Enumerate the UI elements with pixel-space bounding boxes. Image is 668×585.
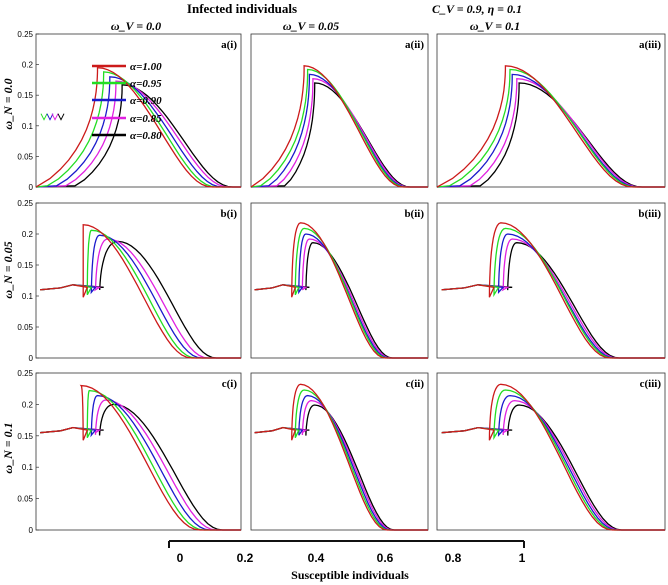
series-line-alpha-4 — [35, 84, 241, 188]
series-line-alpha-0 — [436, 65, 665, 188]
legend-label-4: α=0.80 — [130, 130, 162, 142]
series-line-alpha-0 — [254, 383, 428, 531]
series-line-alpha-0 — [254, 222, 428, 359]
panel-frame — [436, 372, 666, 531]
y-tick-label: 0.1 — [22, 463, 34, 472]
series-line-alpha-0 — [250, 65, 428, 188]
figure-title: Infected individuals — [187, 1, 297, 16]
panel-label: c(iii) — [640, 378, 662, 390]
panel-ci: 0 0.05 0.1 0.15 0.2 0.25 c(i) — [17, 369, 242, 535]
y-tick-label: 0.05 — [17, 495, 33, 504]
y-tick-label: 0.15 — [17, 91, 33, 100]
panel-label: c(ii) — [406, 378, 425, 390]
panel-label: a(ii) — [405, 39, 424, 51]
shared-x-axis: 0 0.2 0.4 0.6 0.8 1 Susceptible individu… — [168, 540, 526, 582]
series-line-alpha-1 — [40, 229, 241, 359]
y-tick-label: 0.2 — [22, 230, 34, 239]
series-line-alpha-0 — [40, 223, 241, 359]
y-tick-label: 0 — [29, 183, 34, 192]
legend-label-0: α=1.00 — [130, 61, 162, 73]
y-tick-label: 0.2 — [22, 61, 34, 70]
series-line-alpha-1 — [35, 71, 241, 188]
panel-frame — [35, 33, 242, 188]
y-tick-label: 0 — [29, 354, 34, 363]
y-tick-label: 0.25 — [17, 199, 33, 208]
series-line-alpha-4 — [40, 403, 241, 531]
series-line-alpha-2 — [250, 73, 428, 188]
panel-aii: a(ii) — [250, 33, 429, 188]
column-title-0: ω_V = 0.0 — [111, 19, 161, 33]
panel-biii: b(iii) — [436, 202, 666, 359]
series-line-alpha-4 — [40, 240, 241, 359]
series-line-alpha-0 — [40, 384, 241, 531]
trend-arrow — [51, 113, 59, 121]
series-line-alpha-2 — [40, 234, 241, 359]
x-tick-5: 1 — [519, 551, 526, 565]
panel-cii: c(ii) — [250, 372, 429, 531]
panel-label: a(iii) — [639, 39, 661, 51]
legend-label-2: α=0.90 — [130, 95, 162, 107]
y-tick-label: 0.1 — [22, 122, 34, 131]
panel-frame — [250, 372, 429, 531]
panel-frame — [436, 202, 666, 359]
panel-ciii: c(iii) — [436, 372, 666, 531]
y-tick-label: 0.15 — [17, 261, 33, 270]
y-tick-label: 0 — [29, 526, 34, 535]
panel-frame — [250, 202, 429, 359]
panel-label: b(ii) — [404, 208, 424, 220]
series-line-alpha-2 — [441, 233, 665, 359]
x-axis-label: Susceptible individuals — [291, 568, 409, 582]
y-tick-label: 0.25 — [17, 30, 33, 39]
trend-arrow — [57, 113, 65, 121]
x-tick-4: 0.8 — [445, 551, 462, 565]
y-tick-label: 0.25 — [17, 369, 33, 378]
series-line-alpha-3 — [40, 399, 241, 531]
panel-label: b(i) — [221, 208, 238, 220]
panel-label: b(iii) — [638, 208, 661, 220]
series-line-alpha-3 — [35, 80, 241, 188]
series-line-alpha-2 — [40, 394, 241, 531]
panel-bi: 0 0.05 0.1 0.15 0.2 0.25 b(i) — [17, 199, 242, 363]
y-tick-label: 0.1 — [22, 292, 34, 301]
parameters-label: C_V = 0.9, η = 0.1 — [432, 2, 522, 16]
panel-label: a(i) — [221, 39, 237, 51]
series-line-alpha-4 — [436, 82, 665, 188]
panel-frame — [250, 33, 429, 188]
legend: α=1.00 α=0.95 α=0.90 α=0.85 α=0.80 — [92, 61, 162, 142]
panel-ai: 0 0.05 0.1 0.15 0.2 0.25 a(i) — [17, 30, 242, 192]
series-line-alpha-2 — [35, 76, 241, 188]
trend-arrow — [40, 113, 48, 121]
y-tick-label: 0.2 — [22, 400, 34, 409]
row-title-1: ω_N = 0.05 — [1, 241, 15, 298]
x-tick-2: 0.4 — [308, 551, 325, 565]
series-line-alpha-0 — [441, 383, 665, 531]
column-title-2: ω_V = 0.1 — [470, 19, 520, 33]
legend-label-3: α=0.85 — [130, 113, 162, 125]
panel-label: c(i) — [222, 378, 238, 390]
trend-arrow — [46, 113, 54, 121]
panel-frame — [436, 33, 666, 188]
legend-label-1: α=0.95 — [130, 78, 162, 90]
column-title-1: ω_V = 0.05 — [283, 19, 339, 33]
y-tick-label: 0.05 — [17, 323, 33, 332]
series-line-alpha-0 — [35, 66, 241, 188]
x-tick-3: 0.6 — [377, 551, 394, 565]
x-tick-0: 0 — [177, 551, 184, 565]
panel-frame — [35, 372, 242, 531]
series-line-alpha-4 — [250, 82, 428, 188]
series-line-alpha-3 — [40, 238, 241, 359]
series-line-alpha-1 — [40, 389, 241, 531]
panel-aiii: a(iii) — [436, 33, 666, 188]
series-line-alpha-2 — [436, 73, 665, 188]
panel-bii: b(ii) — [250, 202, 429, 359]
x-tick-1: 0.2 — [237, 551, 254, 565]
y-tick-label: 0.05 — [17, 152, 33, 161]
series-line-alpha-0 — [441, 222, 665, 359]
row-title-0: ω_N = 0.0 — [1, 78, 15, 129]
series-line-alpha-2 — [254, 233, 428, 359]
y-tick-label: 0.15 — [17, 432, 33, 441]
row-title-2: ω_N = 0.1 — [1, 422, 15, 473]
